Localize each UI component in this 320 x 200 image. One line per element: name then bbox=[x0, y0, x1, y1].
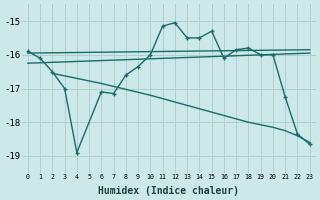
X-axis label: Humidex (Indice chaleur): Humidex (Indice chaleur) bbox=[98, 186, 239, 196]
